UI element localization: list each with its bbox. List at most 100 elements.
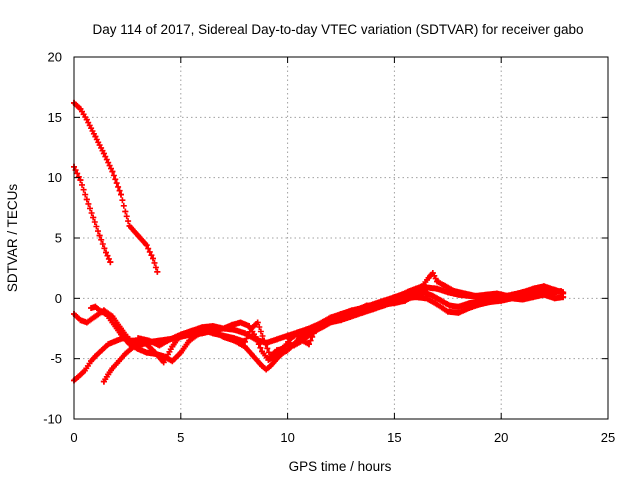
data-point <box>402 297 409 304</box>
data-point <box>466 300 473 307</box>
data-point <box>188 327 195 334</box>
x-axis-label: GPS time / hours <box>289 459 392 474</box>
data-point <box>143 242 150 249</box>
data-point <box>487 295 494 302</box>
data-point <box>306 325 312 332</box>
data-point <box>429 292 436 299</box>
data-point <box>177 349 184 356</box>
data-point <box>444 289 451 296</box>
data-point <box>220 333 227 340</box>
data-point <box>118 191 124 198</box>
data-point <box>100 378 107 385</box>
data-point <box>440 282 447 289</box>
data-point <box>327 314 334 321</box>
y-tick-label: -10 <box>43 412 62 427</box>
chart-title: Day 114 of 2017, Sidereal Day-to-day VTE… <box>93 22 584 37</box>
data-point <box>209 323 216 330</box>
data-point <box>250 353 257 360</box>
data-point <box>412 288 419 295</box>
x-tick-label: 0 <box>70 430 77 445</box>
data-point <box>476 294 483 301</box>
data-point <box>446 302 453 309</box>
data-point <box>273 336 280 343</box>
data-point <box>519 289 526 296</box>
data-point <box>241 343 248 350</box>
data-point <box>306 341 312 348</box>
data-point <box>135 232 142 239</box>
data-point <box>186 337 193 344</box>
data-point <box>98 347 105 354</box>
data-point <box>109 319 116 326</box>
data-point <box>160 359 167 366</box>
data-point <box>348 307 355 314</box>
data-point <box>434 301 441 308</box>
data-point <box>113 337 120 344</box>
data-point <box>560 289 567 296</box>
data-point <box>291 342 297 349</box>
data-point <box>220 325 227 332</box>
data-point <box>540 291 547 298</box>
data-point <box>105 341 112 348</box>
series-track-7 <box>135 283 567 349</box>
y-tick-label: 15 <box>48 110 62 125</box>
data-point <box>145 337 152 344</box>
data-point <box>177 331 184 338</box>
data-point <box>259 362 265 369</box>
data-point <box>169 358 176 365</box>
data-point <box>359 305 366 311</box>
data-point <box>316 320 323 327</box>
data-point <box>267 362 274 369</box>
data-point <box>338 311 344 317</box>
data-point <box>90 214 97 221</box>
data-point <box>241 330 248 337</box>
axes: 0 5 10 15 20 25 -10 -5 0 5 10 15 20 <box>43 50 615 446</box>
data-point <box>423 295 430 302</box>
data-point <box>429 270 436 276</box>
data-point <box>96 232 103 239</box>
data-point <box>83 116 90 123</box>
data-point <box>278 346 285 352</box>
data-point <box>284 332 291 339</box>
data-point <box>434 278 441 285</box>
data-point <box>109 365 116 372</box>
x-tick-label: 15 <box>387 430 401 445</box>
data-point <box>231 326 238 333</box>
data-point <box>150 255 156 262</box>
data-point <box>423 284 430 291</box>
data-point <box>77 317 84 324</box>
data-point <box>540 283 547 290</box>
data-point <box>252 336 259 343</box>
data-point <box>438 297 445 304</box>
data-point <box>143 349 150 356</box>
data-point <box>92 133 99 140</box>
data-point <box>130 343 137 350</box>
data-point <box>246 323 253 330</box>
data-point <box>105 371 112 378</box>
data-point <box>284 347 291 354</box>
data-point <box>498 294 505 301</box>
data-point <box>135 335 142 342</box>
data-point <box>126 222 133 229</box>
data-point <box>160 353 167 360</box>
data-point <box>118 331 124 338</box>
data-point <box>551 286 558 293</box>
data-point <box>83 319 90 326</box>
x-tick-label: 5 <box>177 430 184 445</box>
data-point <box>254 319 261 326</box>
grid <box>74 57 608 419</box>
data-point <box>77 105 84 112</box>
data-point <box>380 297 387 304</box>
data-point <box>75 373 82 380</box>
data-point <box>263 340 270 346</box>
data-point <box>455 309 462 316</box>
x-tick-label: 20 <box>494 430 508 445</box>
data-point <box>519 296 526 303</box>
data-point <box>92 353 99 360</box>
y-tick-label: -5 <box>50 351 62 366</box>
data-point <box>297 338 304 345</box>
data-point <box>126 341 133 348</box>
data-point <box>265 356 272 363</box>
data-point <box>508 291 515 298</box>
data-point <box>237 319 244 326</box>
